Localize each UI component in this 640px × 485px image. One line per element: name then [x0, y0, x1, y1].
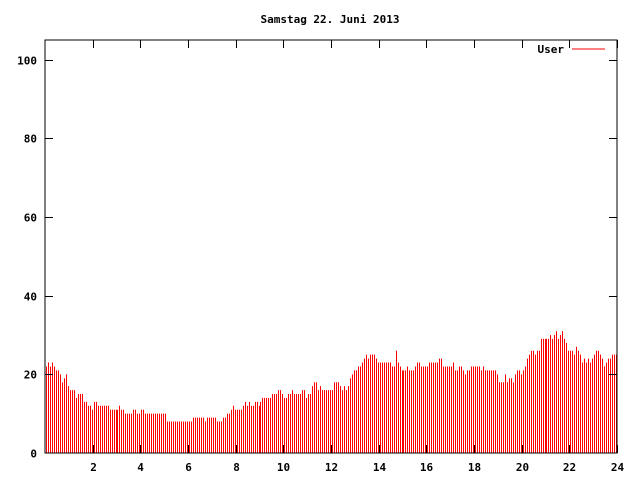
- x-tick-label: 2: [90, 461, 97, 474]
- legend-label: User: [538, 43, 565, 56]
- y-tick-label: 40: [24, 291, 37, 304]
- y-tick-label: 100: [17, 55, 37, 68]
- x-tick-label: 4: [137, 461, 144, 474]
- bars: [46, 331, 617, 453]
- x-tick-label: 12: [325, 461, 338, 474]
- y-axis: 0 20 40 60 80 100: [17, 55, 617, 461]
- chart-title: Samstag 22. Juni 2013: [260, 13, 399, 26]
- x-tick-label: 10: [277, 461, 290, 474]
- x-tick-label: 14: [373, 461, 387, 474]
- legend: User: [538, 43, 605, 56]
- y-tick-label: 60: [24, 212, 37, 225]
- x-tick-label: 16: [420, 461, 434, 474]
- y-tick-label: 20: [24, 369, 37, 382]
- y-tick-label: 0: [30, 448, 37, 461]
- x-tick-label: 8: [233, 461, 240, 474]
- x-tick-label: 24: [611, 461, 625, 474]
- x-tick-label: 20: [516, 461, 529, 474]
- x-axis: 2 4 6 8 10 12 14 16 18 20 22 24: [90, 40, 624, 474]
- x-tick-label: 18: [468, 461, 481, 474]
- y-tick-label: 80: [24, 133, 37, 146]
- x-tick-label: 22: [563, 461, 576, 474]
- x-tick-label: 6: [185, 461, 192, 474]
